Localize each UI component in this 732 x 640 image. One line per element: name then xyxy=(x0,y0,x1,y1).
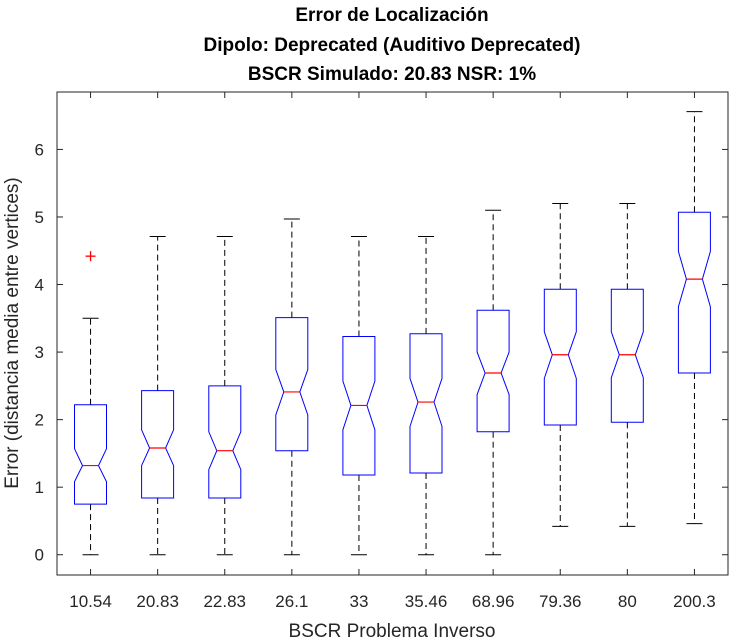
y-tick-label: 0 xyxy=(35,546,44,565)
x-tick-label: 79.36 xyxy=(539,592,582,611)
notched-box xyxy=(141,390,175,499)
y-tick-label: 3 xyxy=(35,343,44,362)
box-20.83 xyxy=(141,236,175,556)
x-tick-label: 22.83 xyxy=(203,592,246,611)
box-68.96 xyxy=(476,209,510,556)
notched-box xyxy=(677,211,711,374)
boxes xyxy=(74,111,711,556)
notched-box xyxy=(476,309,510,433)
notched-box xyxy=(342,336,376,476)
notched-box xyxy=(409,333,443,474)
y-axis: 0 1 2 3 4 5 6 xyxy=(35,140,728,565)
y-tick-label: 5 xyxy=(35,208,44,227)
x-tick-label: 200.3 xyxy=(673,592,716,611)
x-axis-label: BSCR Problema Inverso xyxy=(289,621,496,640)
notched-box xyxy=(610,288,644,423)
box-200.3 xyxy=(677,111,711,525)
y-axis-label: Error (distancia media entre vertices) xyxy=(2,177,23,489)
y-tick-label: 6 xyxy=(35,140,44,159)
box-80 xyxy=(610,202,644,527)
box-10.54 xyxy=(74,251,107,556)
x-tick-label: 80 xyxy=(618,592,637,611)
box-22.83 xyxy=(208,236,242,556)
x-tick-label: 33 xyxy=(349,592,368,611)
plot-frame xyxy=(56,91,729,576)
x-tick-label: 68.96 xyxy=(472,592,515,611)
x-tick-label: 35.46 xyxy=(405,592,448,611)
title-line-1: Error de Localización xyxy=(295,5,488,26)
y-tick-label: 1 xyxy=(35,478,44,497)
notched-box xyxy=(275,317,309,452)
title-line-3: BSCR Simulado: 20.83 NSR: 1% xyxy=(248,64,536,85)
x-tick-label: 10.54 xyxy=(69,592,112,611)
box-35.46 xyxy=(409,236,443,556)
box-33 xyxy=(342,236,376,556)
title-line-2: Dipolo: Deprecated (Auditivo Deprecated) xyxy=(204,35,581,56)
x-axis: 10.54 20.83 22.83 26.1 33 35.46 68.96 79.36 80 20… xyxy=(69,92,716,611)
box-26.1 xyxy=(275,218,309,556)
chart-title: Error de Localización Dipolo: Deprecated… xyxy=(204,5,581,85)
box-79.36 xyxy=(543,202,577,527)
notched-box xyxy=(208,385,242,499)
y-tick-label: 2 xyxy=(35,411,44,430)
notched-box xyxy=(543,288,577,426)
x-tick-label: 26.1 xyxy=(275,592,308,611)
notched-box xyxy=(74,404,107,505)
x-tick-label: 20.83 xyxy=(136,592,179,611)
y-tick-label: 4 xyxy=(35,276,44,295)
